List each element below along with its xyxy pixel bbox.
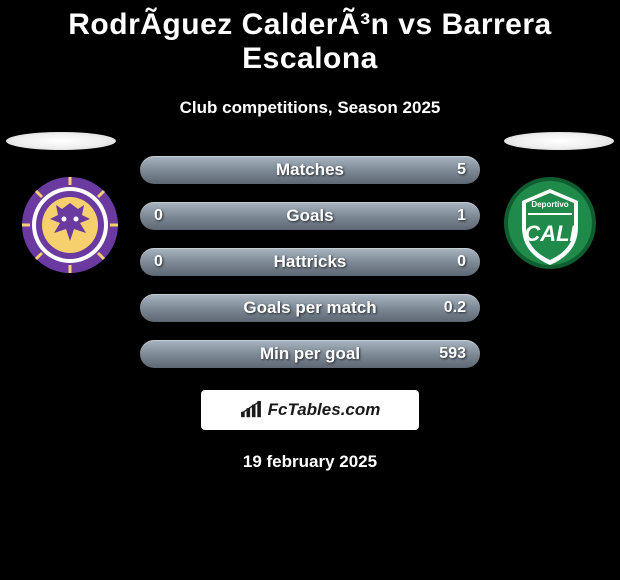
stat-value-right: 0 [457,253,466,271]
stat-label: Min per goal [260,344,360,364]
stat-row: 0 Goals 1 [140,202,480,230]
pedestal-right [504,132,614,150]
stat-label: Hattricks [274,252,347,272]
stat-value-left: 0 [154,207,163,225]
stat-row: Goals per match 0.2 [140,294,480,322]
brand-text: FcTables.com [268,400,381,420]
stat-row: Matches 5 [140,156,480,184]
stat-value-right: 5 [457,161,466,179]
stat-rows: Matches 5 0 Goals 1 0 Hattricks 0 Goals … [140,156,480,368]
stat-label: Matches [276,160,344,180]
page-title: RodrÃ­guez CalderÃ³n vs Barrera Escalona [0,0,620,76]
stat-label: Goals per match [243,298,376,318]
bar-chart-icon [240,401,262,419]
date-text: 19 february 2025 [0,452,620,472]
stat-value-right: 0.2 [444,299,466,317]
stat-value-right: 593 [439,345,466,363]
stat-row: Min per goal 593 [140,340,480,368]
pedestal-left [6,132,116,150]
brand-box[interactable]: FcTables.com [201,390,419,430]
stat-value-left: 0 [154,253,163,271]
page-subtitle: Club competitions, Season 2025 [0,98,620,118]
stat-row: 0 Hattricks 0 [140,248,480,276]
stat-value-right: 1 [457,207,466,225]
stat-label: Goals [286,206,333,226]
